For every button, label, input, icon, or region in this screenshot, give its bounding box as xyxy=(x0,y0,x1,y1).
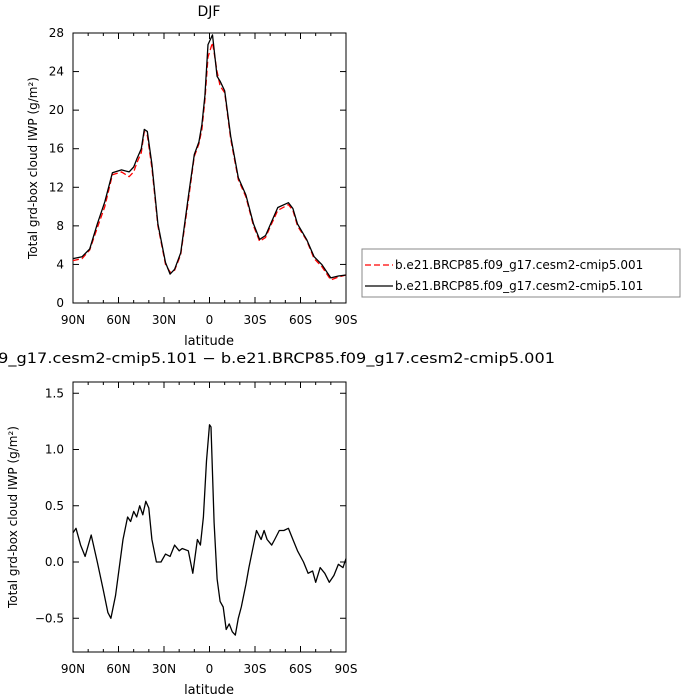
legend: b.e21.BRCP85.f09_g17.cesm2-cmip5.001 b.e… xyxy=(361,248,681,298)
top-ytick-label: 24 xyxy=(49,65,64,79)
bottom-ytick-label: 0.0 xyxy=(45,555,64,569)
top-plot-frame xyxy=(72,32,347,304)
legend-box xyxy=(361,248,681,298)
bottom-panel: b.e21.BRCP85.f09_g17.cesm2-cmip5.101 − b… xyxy=(0,351,555,698)
bottom-ytick-label: −0.5 xyxy=(35,611,64,625)
legend-label-series-2: b.e21.BRCP85.f09_g17.cesm2-cmip5.101 xyxy=(395,279,643,293)
legend-label-series-1: b.e21.BRCP85.f09_g17.cesm2-cmip5.001 xyxy=(395,258,643,272)
bottom-xtick-label: 30S xyxy=(244,662,267,676)
bottom-xtick-label: 60S xyxy=(289,662,312,676)
top-ytick-label: 16 xyxy=(49,142,64,156)
top-ytick-label: 12 xyxy=(49,180,64,194)
top-xlabel: latitude xyxy=(184,334,234,349)
bottom-y-axis: −0.5 0.0 0.5 1.0 1.5 xyxy=(35,386,346,625)
top-panel: DJF 0 4 8 12 16 20 24 28 90N 60N 30N 0 30S 60S 90S la… xyxy=(26,4,357,349)
bottom-xtick-label: 30N xyxy=(152,662,176,676)
bottom-xtick-label: 0 xyxy=(206,662,214,676)
bottom-plot-frame xyxy=(72,381,347,653)
bottom-series-group xyxy=(72,424,347,636)
bottom-ytick-label: 1.5 xyxy=(45,386,64,400)
top-ylabel: Total grd-box cloud IWP (g/m²) xyxy=(26,77,40,260)
bottom-xtick-label: 90N xyxy=(61,662,85,676)
top-ytick-label: 4 xyxy=(56,257,64,271)
top-xtick-label: 90N xyxy=(61,313,85,327)
top-series-group xyxy=(72,34,347,281)
bottom-xlabel: latitude xyxy=(184,683,234,698)
top-y-axis: 0 4 8 12 16 20 24 28 xyxy=(49,26,346,310)
bottom-x-axis: 90N 60N 30N 0 30S 60S 90S xyxy=(61,382,358,676)
top-xtick-label: 30N xyxy=(152,313,176,327)
bottom-xtick-label: 60N xyxy=(106,662,130,676)
top-xtick-label: 30S xyxy=(244,313,267,327)
top-xtick-label: 0 xyxy=(206,313,214,327)
bottom-series-line-1 xyxy=(72,424,347,636)
bottom-title: b.e21.BRCP85.f09_g17.cesm2-cmip5.101 − b… xyxy=(0,351,555,367)
top-ytick-label: 8 xyxy=(56,219,64,233)
top-ytick-label: 0 xyxy=(56,296,64,310)
top-xtick-label: 90S xyxy=(335,313,358,327)
top-x-axis: 90N 60N 30N 0 30S 60S 90S xyxy=(61,33,358,327)
top-ytick-label: 20 xyxy=(49,103,64,117)
top-xtick-label: 60N xyxy=(106,313,130,327)
top-xtick-label: 60S xyxy=(289,313,312,327)
top-ytick-label: 28 xyxy=(49,26,64,40)
top-series-line-2 xyxy=(72,34,347,279)
bottom-ylabel: Total grd-box cloud IWP (g/m²) xyxy=(6,426,20,609)
bottom-xtick-label: 90S xyxy=(335,662,358,676)
bottom-ytick-label: 0.5 xyxy=(45,499,64,513)
top-series-line-1 xyxy=(72,41,347,281)
bottom-ytick-label: 1.0 xyxy=(45,443,64,457)
top-title: DJF xyxy=(198,4,221,20)
